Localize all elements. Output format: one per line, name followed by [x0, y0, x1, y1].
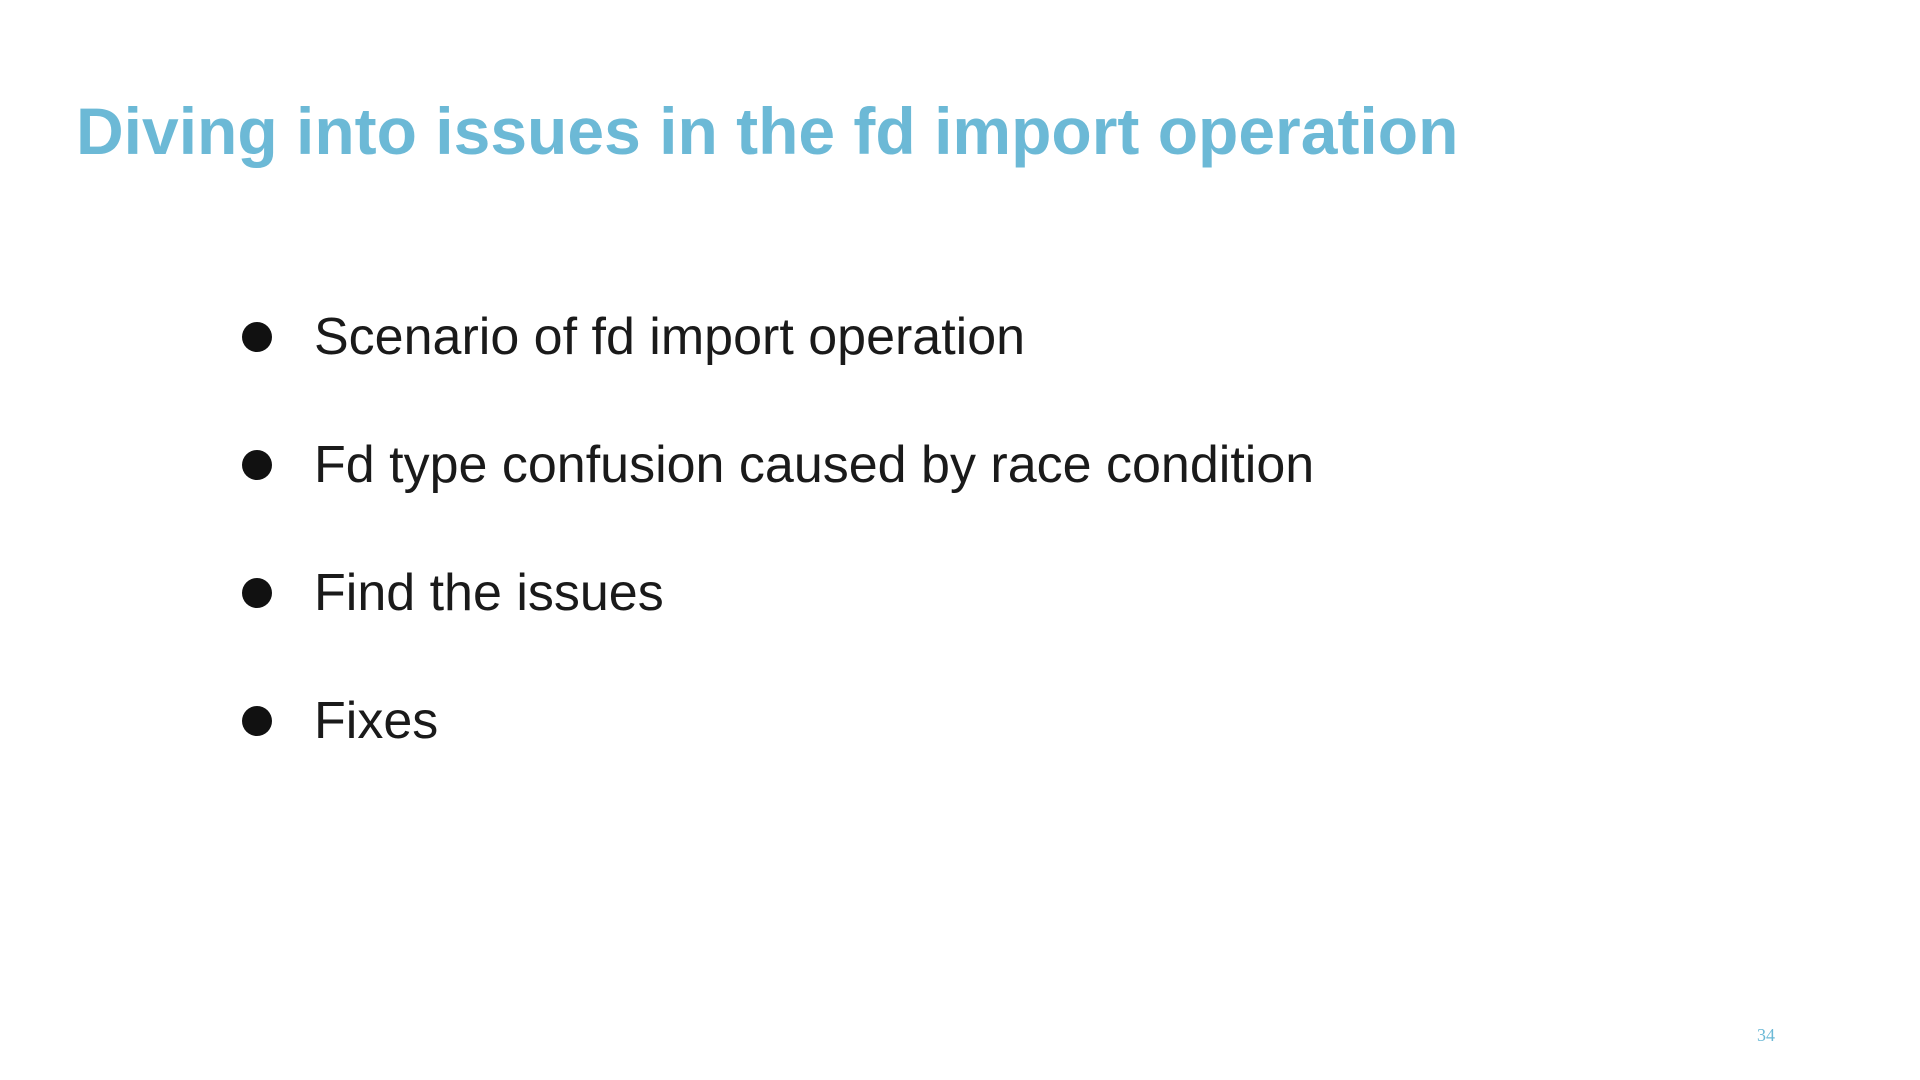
bullet-dot-icon	[242, 706, 272, 736]
bullet-item: Fd type confusion caused by race conditi…	[242, 430, 1314, 558]
bullet-text: Scenario of fd import operation	[314, 308, 1026, 366]
bullet-item: Scenario of fd import operation	[242, 302, 1314, 430]
bullet-list: Scenario of fd import operation Fd type …	[242, 302, 1314, 814]
bullet-item: Fixes	[242, 686, 1314, 814]
bullet-dot-icon	[242, 322, 272, 352]
bullet-text: Fd type confusion caused by race conditi…	[314, 436, 1315, 494]
page-number: 34	[1757, 1025, 1775, 1045]
bullet-text: Fixes	[314, 692, 439, 750]
bullet-text: Find the issues	[314, 564, 664, 622]
bullet-dot-icon	[242, 578, 272, 608]
bullet-dot-icon	[242, 450, 272, 480]
bullet-item: Find the issues	[242, 558, 1314, 686]
slide-title: Diving into issues in the fd import oper…	[76, 94, 1459, 168]
